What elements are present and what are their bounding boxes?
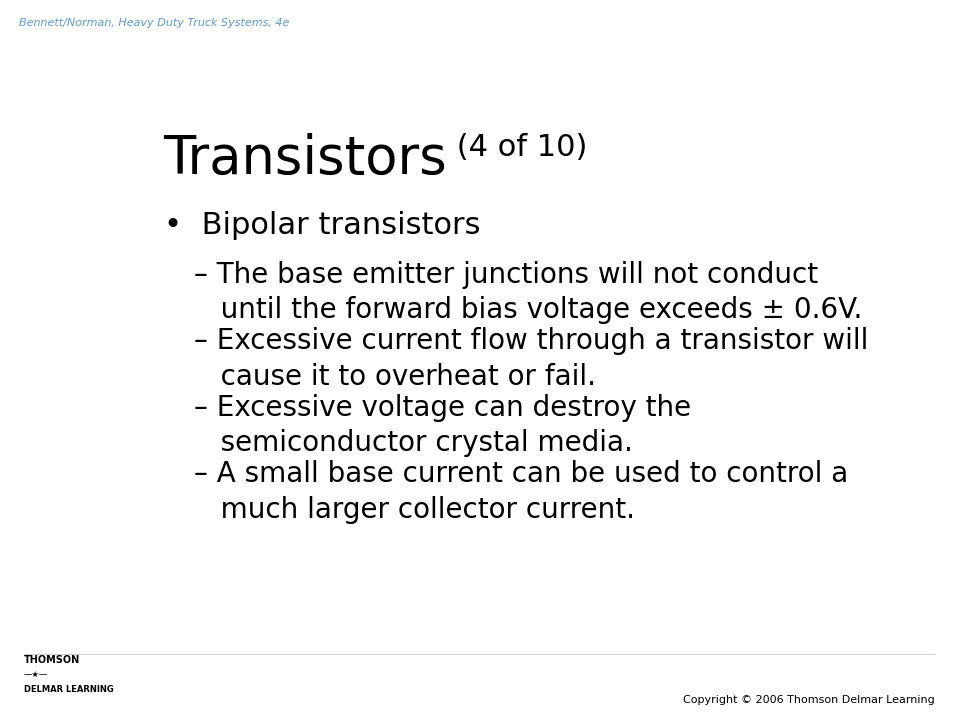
Text: – A small base current can be used to control a
   much larger collector current: – A small base current can be used to co… xyxy=(194,460,849,523)
Text: – Excessive voltage can destroy the
   semiconductor crystal media.: – Excessive voltage can destroy the semi… xyxy=(194,393,691,457)
Text: (4 of 10): (4 of 10) xyxy=(447,133,587,162)
Text: Bennett/Norman, Heavy Duty Truck Systems, 4e: Bennett/Norman, Heavy Duty Truck Systems… xyxy=(19,18,290,28)
Text: – The base emitter junctions will not conduct
   until the forward bias voltage : – The base emitter junctions will not co… xyxy=(194,261,862,324)
Text: —★—: —★— xyxy=(24,670,48,679)
Text: •  Bipolar transistors: • Bipolar transistors xyxy=(165,211,481,240)
Text: THOMSON: THOMSON xyxy=(24,655,81,665)
Text: – Excessive current flow through a transistor will
   cause it to overheat or fa: – Excessive current flow through a trans… xyxy=(194,327,869,391)
Text: DELMAR LEARNING: DELMAR LEARNING xyxy=(24,684,114,694)
Text: Transistors: Transistors xyxy=(163,133,447,186)
Text: Copyright © 2006 Thomson Delmar Learning: Copyright © 2006 Thomson Delmar Learning xyxy=(683,695,935,705)
